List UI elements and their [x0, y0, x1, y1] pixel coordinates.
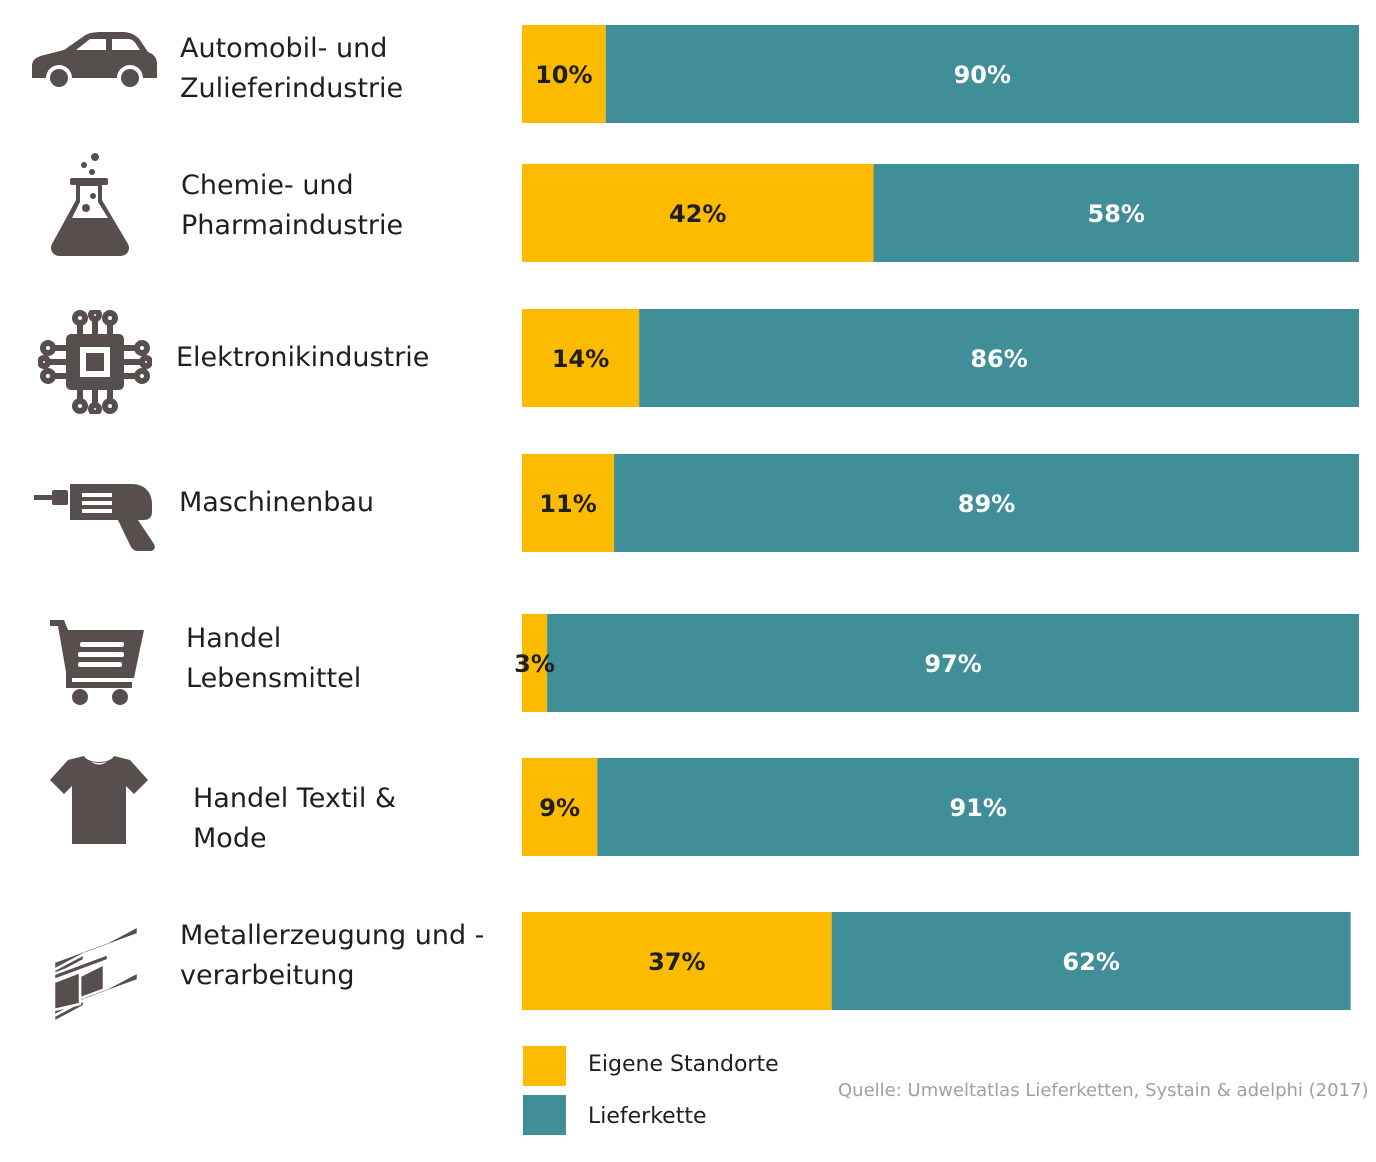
chip-icon	[38, 310, 152, 414]
shopping-cart-icon	[50, 620, 144, 705]
row-label-line: Handel	[186, 623, 282, 654]
data-label-own-0: 10%	[535, 61, 592, 89]
row-label-line: Zulieferindustrie	[180, 73, 404, 104]
bar-segment-supply-0	[605, 25, 1359, 123]
bar-segment-own-2	[522, 309, 640, 407]
bar-segment-own-1	[522, 164, 874, 262]
data-label-own-4: 3%	[514, 650, 555, 678]
row-label-line: verarbeitung	[180, 960, 355, 991]
row-label-maschinenbau: Maschinenbau	[179, 483, 374, 523]
data-label-supply-2: 86%	[970, 345, 1027, 373]
bar-segment-supply-6	[831, 912, 1351, 1010]
bar-segment-supply-5	[597, 758, 1359, 856]
legend-label-supply: Lieferkette	[588, 1104, 707, 1129]
legend-swatch-own	[523, 1046, 566, 1086]
row-label-line: Automobil- und	[180, 33, 388, 64]
flask-icon	[50, 153, 130, 256]
bar-segment-supply-4	[547, 614, 1359, 712]
row-label-line: Maschinenbau	[179, 487, 374, 518]
row-label-metall: Metallerzeugung und - verarbeitung	[180, 916, 484, 996]
car-icon	[32, 32, 157, 91]
row-label-handel-lebensmittel: Handel Lebensmittel	[186, 619, 361, 699]
bar-segment-own-6	[522, 912, 832, 1010]
row-label-line: Elektronikindustrie	[176, 342, 430, 373]
bar-segment-own-0	[522, 25, 606, 123]
data-label-supply-5: 91%	[949, 794, 1006, 822]
data-label-supply-3: 89%	[958, 490, 1015, 518]
data-label-own-2: 14%	[552, 345, 609, 373]
legend-label-own: Eigene Standorte	[588, 1052, 779, 1077]
tshirt-icon	[50, 756, 148, 844]
data-label-own-1: 42%	[669, 200, 726, 228]
data-label-supply-4: 97%	[924, 650, 981, 678]
row-label-elektronik: Elektronikindustrie	[176, 338, 429, 378]
drill-icon	[34, 484, 155, 551]
row-label-chemie: Chemie- und Pharmaindustrie	[181, 166, 403, 246]
bar-group: 10% 90% 42% 58% 14% 86% 11% 89% 3% 97% 9% 91% 37% 62%	[514, 25, 1359, 1010]
steel-beam-icon	[52, 924, 140, 1022]
row-label-line: Chemie- und	[181, 170, 354, 201]
row-label-line: Pharmaindustrie	[181, 210, 404, 241]
row-label-line: Metallerzeugung und -	[180, 920, 485, 951]
row-label-line: Handel Textil &	[193, 783, 397, 814]
bar-segment-own-4	[522, 614, 548, 712]
data-label-supply-6: 62%	[1062, 948, 1119, 976]
data-label-supply-1: 58%	[1088, 200, 1145, 228]
data-label-own-5: 9%	[539, 794, 580, 822]
data-label-supply-0: 90%	[954, 61, 1011, 89]
bar-segment-own-3	[522, 454, 615, 552]
bar-segment-own-5	[522, 758, 598, 856]
legend-swatch-supply	[523, 1095, 566, 1135]
row-label-automobil: Automobil- und Zulieferindustrie	[180, 29, 403, 109]
source-note: Quelle: Umweltatlas Lieferketten, Systai…	[838, 1080, 1369, 1101]
data-label-own-3: 11%	[539, 490, 596, 518]
bar-segment-supply-1	[873, 164, 1359, 262]
bar-segment-supply-3	[614, 454, 1359, 552]
row-label-handel-textil: Handel Textil & Mode	[193, 779, 396, 859]
row-label-line: Lebensmittel	[186, 663, 362, 694]
bar-segment-supply-2	[639, 309, 1359, 407]
row-label-line: Mode	[193, 823, 267, 854]
data-label-own-6: 37%	[648, 948, 705, 976]
